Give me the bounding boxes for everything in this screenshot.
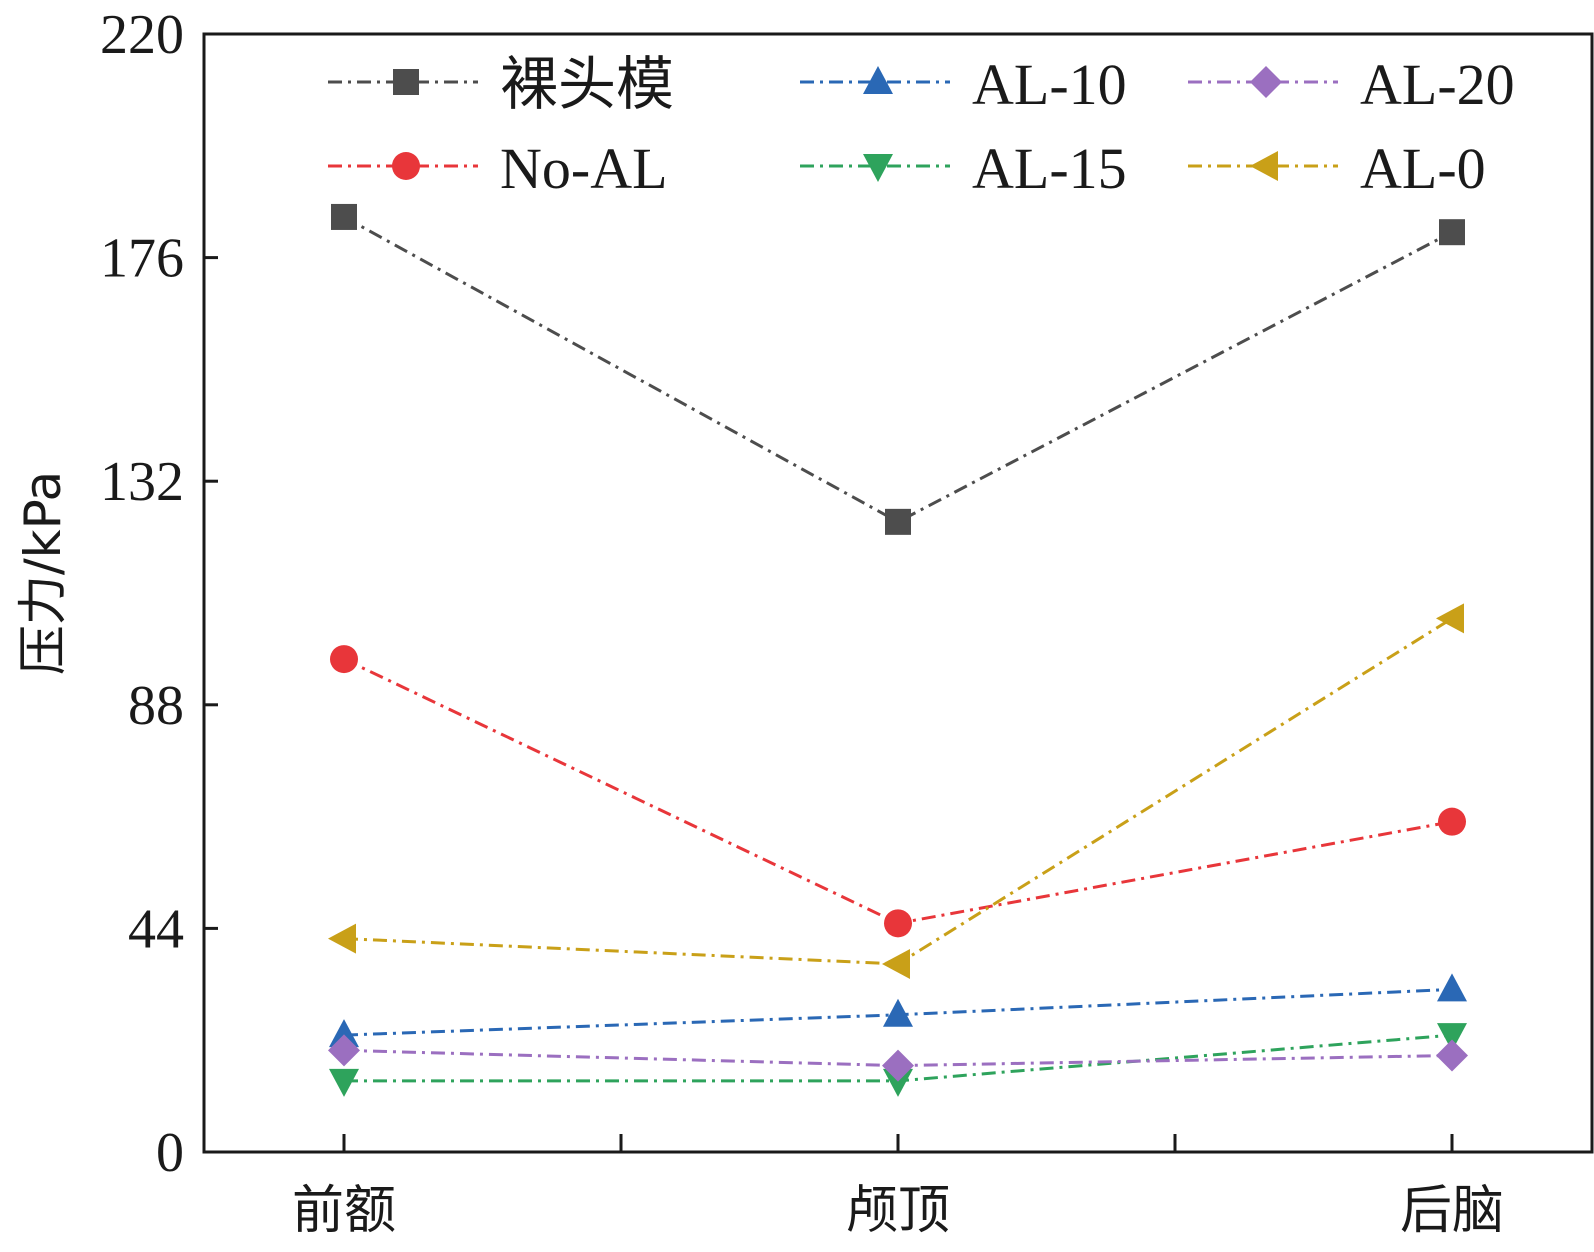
data-point (328, 923, 356, 954)
data-point (882, 948, 910, 979)
y-tick-label: 44 (128, 898, 184, 960)
legend: 裸头模 No-AL AL-10 AL-15 AL-20 AL-0 (328, 52, 1515, 201)
data-point (1437, 1023, 1467, 1052)
legend-label: AL-0 (1360, 136, 1486, 201)
series-line (343, 215, 1453, 524)
data-point (329, 1019, 359, 1048)
x-category-label: 后脑 (1400, 1181, 1504, 1241)
data-point (884, 909, 912, 938)
legend-label: 裸头模 (500, 52, 674, 117)
legend-entry: AL-20 (1188, 52, 1515, 117)
series-layer (328, 203, 1468, 1097)
series-No-AL (330, 645, 1466, 938)
legend-entry: No-AL (328, 136, 668, 201)
legend-label: AL-15 (972, 136, 1127, 201)
legend-marker (392, 152, 420, 180)
series-AL-10 (329, 973, 1467, 1048)
x-category-label: 前额 (292, 1181, 396, 1241)
data-point (1436, 603, 1464, 634)
series-裸头模 (331, 203, 1465, 535)
legend-entry: AL-10 (800, 52, 1127, 117)
data-point (1439, 219, 1465, 246)
data-point (331, 203, 357, 230)
data-point (1436, 1039, 1468, 1072)
axis-layer: 0 44 88 132 176 220 前额 颅顶 后脑 (100, 4, 1504, 1241)
data-point (883, 1068, 913, 1097)
data-point (885, 508, 911, 535)
legend-entry: AL-15 (800, 136, 1127, 201)
legend-marker (393, 69, 419, 95)
y-tick-label: 88 (128, 675, 184, 737)
legend-label: AL-10 (972, 52, 1127, 117)
legend-marker (863, 66, 893, 94)
y-tick-label: 0 (156, 1122, 184, 1184)
legend-label: AL-20 (1360, 52, 1515, 117)
data-point (329, 1068, 359, 1097)
series-AL-20 (328, 1034, 1468, 1082)
legend-entry: AL-0 (1188, 136, 1486, 201)
data-point (882, 1049, 914, 1082)
data-point (1437, 973, 1467, 1002)
legend-marker (1250, 151, 1278, 181)
legend-marker (1250, 66, 1282, 98)
series-line (343, 657, 1453, 925)
legend-label: No-AL (500, 136, 668, 201)
legend-marker (863, 154, 893, 182)
y-axis-title: 压力/kPa (14, 471, 72, 675)
y-tick-label: 132 (100, 451, 184, 513)
data-point (328, 1034, 360, 1067)
y-tick-label: 220 (100, 4, 184, 66)
plot-frame (202, 32, 1594, 1154)
data-point (1438, 807, 1466, 836)
x-category-label: 颅顶 (846, 1181, 950, 1241)
legend-entry: 裸头模 (328, 52, 674, 117)
series-AL-0 (328, 603, 1464, 979)
data-point (883, 998, 913, 1027)
y-tick-label: 176 (100, 228, 184, 290)
data-point (330, 645, 358, 674)
